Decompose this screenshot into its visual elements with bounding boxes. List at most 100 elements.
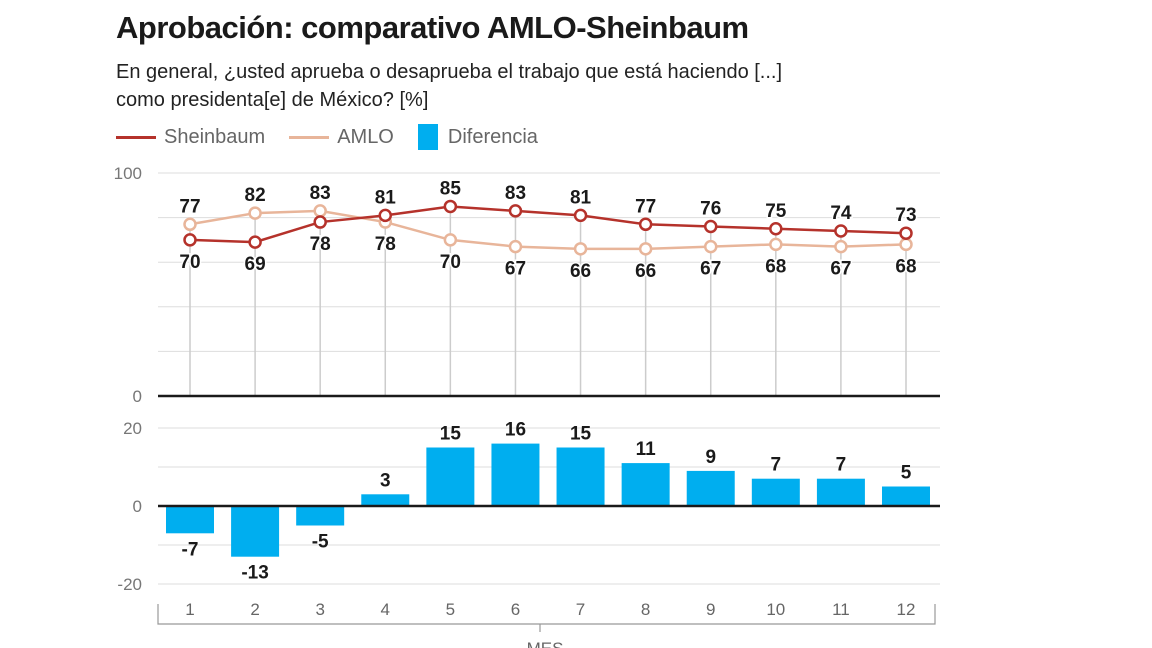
data-point-sheinbaum <box>248 235 262 249</box>
data-point-amlo <box>573 242 588 256</box>
bar-data-label: 9 <box>705 447 716 468</box>
legend-label: AMLO <box>337 125 394 148</box>
legend-item-diferencia: Diferencia <box>417 124 538 150</box>
bar <box>231 506 280 557</box>
data-label-sheinbaum: 77 <box>635 196 656 217</box>
bar <box>686 470 735 506</box>
bar-data-label: -7 <box>182 539 199 560</box>
data-label-amlo: 67 <box>700 259 721 280</box>
x-tick-label: 9 <box>706 600 715 619</box>
bar-data-label: 16 <box>505 420 526 441</box>
data-point-sheinbaum <box>769 222 783 236</box>
bar-data-label: 15 <box>570 424 592 445</box>
data-point-sheinbaum <box>508 204 523 218</box>
x-tick-label: 1 <box>185 600 194 619</box>
data-label-sheinbaum: 78 <box>310 234 331 255</box>
data-point-sheinbaum <box>378 208 393 223</box>
x-tick-label: 7 <box>576 600 585 619</box>
data-point-amlo <box>313 204 327 218</box>
data-label-sheinbaum: 81 <box>570 187 592 208</box>
data-point-amlo <box>703 239 718 254</box>
data-point-sheinbaum <box>703 219 718 234</box>
legend-swatch-diferencia <box>417 124 438 150</box>
legend: Sheinbaum AMLO Diferencia <box>116 124 562 150</box>
y-tick-label: 100 <box>114 164 142 183</box>
data-label-sheinbaum: 69 <box>245 254 266 275</box>
bar <box>491 443 540 506</box>
y-tick-label: 20 <box>123 419 142 438</box>
bar <box>816 478 865 506</box>
x-tick-label: 12 <box>897 600 916 619</box>
chart-title: Aprobación: comparativo AMLO-Sheinbaum <box>116 10 749 45</box>
subtitle-line-1: En general, ¿usted aprueba o desaprueba … <box>116 61 783 83</box>
series-line-amlo <box>189 209 907 251</box>
series-line-sheinbaum <box>189 205 907 244</box>
bar <box>556 447 605 506</box>
data-label-amlo: 66 <box>570 261 591 282</box>
data-point-sheinbaum <box>443 199 458 214</box>
x-tick-label: 8 <box>641 600 650 619</box>
data-point-amlo <box>248 206 262 220</box>
data-point-sheinbaum <box>638 217 653 232</box>
data-label-sheinbaum: 76 <box>700 199 721 220</box>
legend-label: Sheinbaum <box>164 125 266 148</box>
y-tick-label: 0 <box>133 497 142 516</box>
data-point-sheinbaum <box>313 215 327 229</box>
data-point-sheinbaum <box>573 208 588 223</box>
bar <box>426 447 475 506</box>
bar-data-label: 15 <box>440 424 462 445</box>
bar <box>166 506 214 534</box>
x-tick-label: 6 <box>511 600 520 619</box>
legend-item-sheinbaum: Sheinbaum <box>116 126 265 149</box>
x-axis-bracket <box>157 604 936 632</box>
data-label-amlo: 78 <box>375 234 396 255</box>
data-label-sheinbaum: 73 <box>895 205 916 226</box>
bar-data-label: 3 <box>380 470 391 491</box>
x-tick-label: 10 <box>766 600 785 619</box>
bar <box>361 494 410 506</box>
data-label-amlo: 83 <box>310 183 331 204</box>
data-point-sheinbaum <box>899 226 913 240</box>
data-label-amlo: 68 <box>765 256 786 277</box>
y-tick-label: 0 <box>133 387 142 406</box>
data-point-sheinbaum <box>183 233 197 247</box>
data-label-amlo: 67 <box>830 259 851 280</box>
bar-data-label: -5 <box>312 532 329 553</box>
legend-swatch-amlo <box>289 135 330 139</box>
data-label-sheinbaum: 70 <box>179 252 200 273</box>
data-label-amlo: 70 <box>440 252 461 273</box>
data-label-amlo: 77 <box>179 196 200 217</box>
x-tick-label: 5 <box>446 600 455 619</box>
bar <box>621 463 670 506</box>
chart-subtitle: En general, ¿usted aprueba o desaprueba … <box>116 58 916 114</box>
x-tick-label: 3 <box>315 600 324 619</box>
bar-data-label: 5 <box>901 463 912 484</box>
x-tick-label: 2 <box>250 600 259 619</box>
data-label-amlo: 68 <box>895 256 916 277</box>
data-label-amlo: 67 <box>505 259 526 280</box>
data-point-amlo <box>443 233 458 247</box>
bar-data-label: 7 <box>836 455 847 476</box>
data-label-amlo: 82 <box>245 185 266 206</box>
bar-data-label: -13 <box>241 563 268 584</box>
data-point-amlo <box>638 242 653 256</box>
bar-data-label: 7 <box>771 455 782 476</box>
legend-label: Diferencia <box>447 125 538 148</box>
data-label-sheinbaum: 83 <box>505 183 526 204</box>
data-point-sheinbaum <box>834 224 848 238</box>
data-label-sheinbaum: 81 <box>375 187 397 208</box>
subtitle-line-2: como presidenta[e] de México? [%] <box>116 89 429 111</box>
data-point-amlo <box>899 237 913 252</box>
x-tick-label: 11 <box>832 600 850 619</box>
legend-item-amlo: AMLO <box>289 126 394 149</box>
x-tick-label: 4 <box>381 600 390 619</box>
data-label-sheinbaum: 85 <box>440 178 462 199</box>
bar-data-label: 11 <box>636 439 657 460</box>
data-label-sheinbaum: 74 <box>830 203 852 224</box>
bar <box>751 478 800 506</box>
legend-swatch-sheinbaum <box>116 135 156 139</box>
data-point-amlo <box>769 237 783 252</box>
data-point-amlo <box>183 217 197 232</box>
data-point-amlo <box>834 239 848 254</box>
